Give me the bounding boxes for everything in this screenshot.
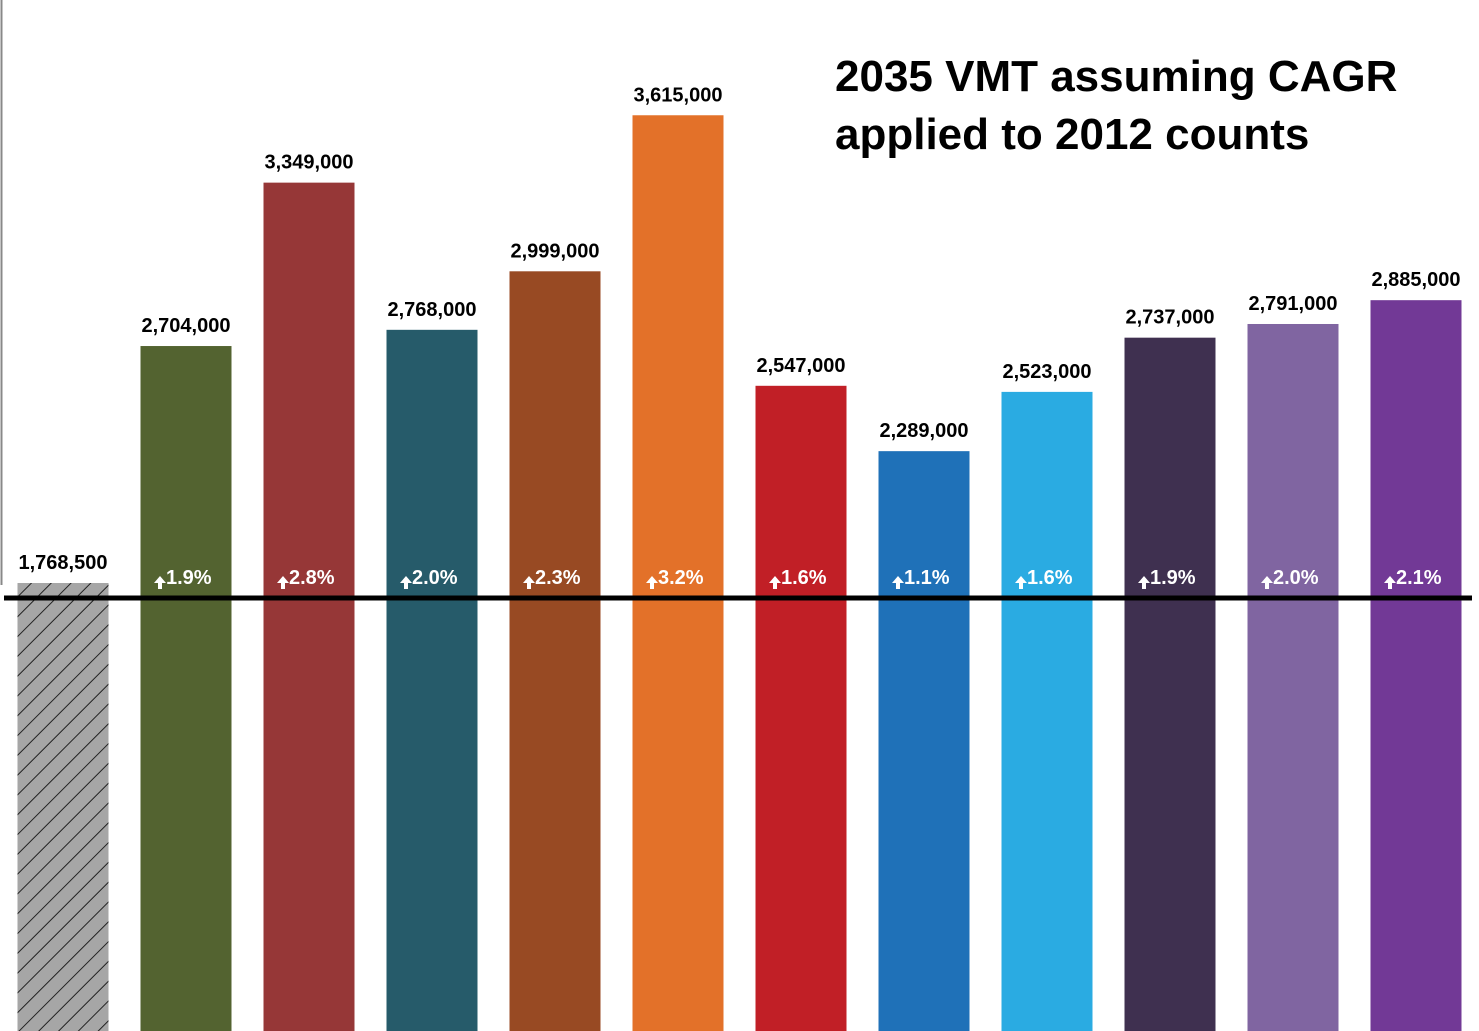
bar (17, 583, 109, 1031)
bar (509, 271, 601, 1031)
growth-label: 1.9% (166, 567, 212, 589)
value-label: 2,737,000 (1126, 307, 1215, 329)
arrow-icon (1384, 576, 1396, 589)
bar (1370, 300, 1462, 1031)
growth-label: 2.1% (1396, 567, 1442, 589)
value-label: 2,704,000 (142, 315, 231, 337)
growth-label: 2.8% (289, 567, 335, 589)
growth-label: 1.6% (781, 567, 827, 589)
bar (386, 329, 478, 1031)
value-label: 2,885,000 (1372, 269, 1461, 291)
arrow-icon (154, 576, 166, 589)
growth-label: 1.1% (904, 567, 950, 589)
bar (1001, 391, 1093, 1031)
bar (1247, 323, 1339, 1031)
growth-label: 1.9% (1150, 567, 1196, 589)
arrow-icon (892, 576, 904, 589)
arrow-icon (1261, 576, 1273, 589)
bars (17, 115, 1462, 1031)
value-label: 2,768,000 (388, 299, 477, 321)
bar (632, 115, 724, 1031)
bar (1124, 337, 1216, 1031)
growth-label: 2.0% (1273, 567, 1319, 589)
bar (878, 451, 970, 1031)
value-label: 2,791,000 (1249, 293, 1338, 315)
value-label: 3,615,000 (634, 84, 723, 106)
arrow-icon (277, 576, 289, 589)
bar (755, 385, 847, 1031)
value-label: 2,547,000 (757, 355, 846, 377)
labels: 1,768,500 2,704,000 1.9% 3,349,000 2.8% 2,768… (19, 84, 1461, 589)
bar (263, 182, 355, 1031)
arrow-icon (1138, 576, 1150, 589)
value-label: 2,999,000 (511, 240, 600, 262)
arrow-icon (1015, 576, 1027, 589)
value-label: 2,523,000 (1003, 361, 1092, 383)
arrow-icon (646, 576, 658, 589)
chart-title: 2035 VMT assuming CAGR applied to 2012 c… (835, 52, 1398, 159)
growth-label: 2.0% (412, 567, 458, 589)
growth-label: 3.2% (658, 567, 704, 589)
value-label: 3,349,000 (265, 152, 354, 174)
arrow-icon (769, 576, 781, 589)
value-label: 1,768,500 (19, 552, 108, 574)
growth-label: 2.3% (535, 567, 581, 589)
growth-label: 1.6% (1027, 567, 1073, 589)
arrow-icon (400, 576, 412, 589)
arrow-icon (523, 576, 535, 589)
value-label: 2,289,000 (880, 420, 969, 442)
bar (140, 346, 232, 1031)
